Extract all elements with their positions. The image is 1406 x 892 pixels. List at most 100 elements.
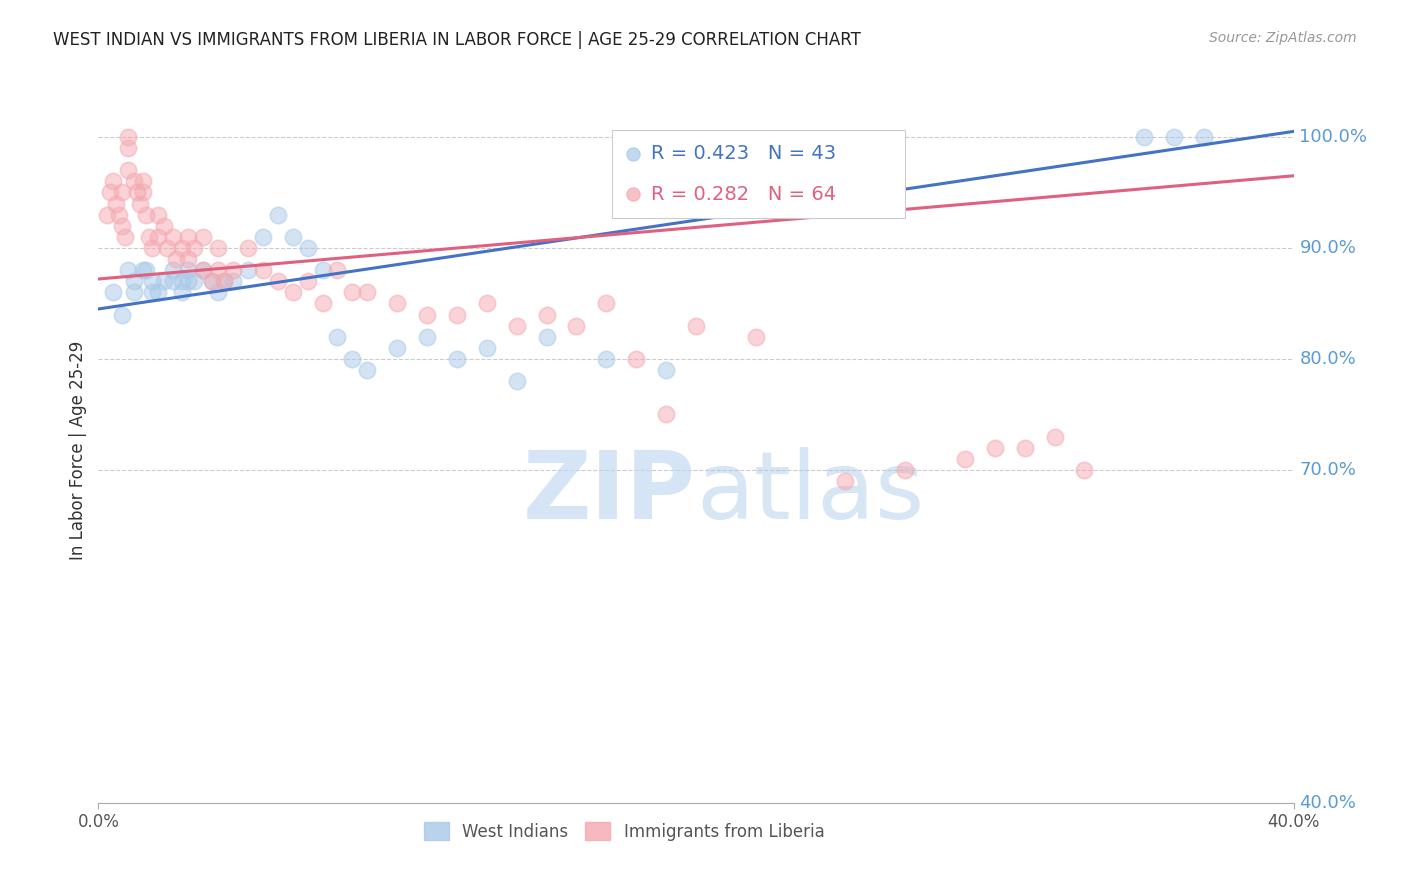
Text: 40.0%: 40.0% bbox=[1299, 794, 1357, 812]
Point bbox=[894, 463, 917, 477]
Point bbox=[446, 351, 468, 366]
Point bbox=[311, 296, 333, 310]
Point bbox=[162, 230, 184, 244]
Point bbox=[148, 230, 170, 244]
Point bbox=[117, 141, 139, 155]
Point bbox=[141, 285, 163, 300]
Point bbox=[1163, 130, 1185, 145]
Point bbox=[117, 163, 139, 178]
Point bbox=[385, 341, 409, 355]
Point bbox=[326, 329, 349, 343]
Point bbox=[183, 274, 205, 288]
Point bbox=[626, 351, 648, 366]
Point bbox=[117, 263, 139, 277]
Point bbox=[416, 329, 439, 343]
Point bbox=[96, 208, 118, 222]
Point bbox=[177, 252, 200, 266]
Point bbox=[201, 274, 224, 288]
Point bbox=[111, 219, 134, 233]
Text: ZIP: ZIP bbox=[523, 447, 696, 539]
Point bbox=[165, 252, 187, 266]
Point bbox=[135, 263, 157, 277]
Point bbox=[1133, 130, 1156, 145]
Point bbox=[117, 130, 139, 145]
Point bbox=[207, 263, 229, 277]
Point bbox=[281, 285, 304, 300]
Point bbox=[1014, 441, 1036, 455]
Point bbox=[222, 274, 245, 288]
Point bbox=[655, 363, 678, 377]
Text: 80.0%: 80.0% bbox=[1299, 350, 1357, 368]
Point bbox=[267, 208, 290, 222]
Point bbox=[953, 451, 976, 466]
Point bbox=[138, 230, 160, 244]
Point bbox=[191, 263, 214, 277]
Point bbox=[297, 274, 319, 288]
Point bbox=[252, 263, 274, 277]
Point bbox=[565, 318, 588, 333]
Text: 70.0%: 70.0% bbox=[1299, 461, 1357, 479]
Point bbox=[222, 263, 245, 277]
Point bbox=[212, 274, 235, 288]
Point bbox=[129, 196, 152, 211]
Text: WEST INDIAN VS IMMIGRANTS FROM LIBERIA IN LABOR FORCE | AGE 25-29 CORRELATION CH: WEST INDIAN VS IMMIGRANTS FROM LIBERIA I… bbox=[53, 31, 862, 49]
Point bbox=[1073, 463, 1095, 477]
Point bbox=[177, 230, 200, 244]
Point bbox=[103, 285, 125, 300]
FancyBboxPatch shape bbox=[613, 130, 905, 218]
Point bbox=[252, 230, 274, 244]
Point bbox=[172, 241, 194, 255]
Y-axis label: In Labor Force | Age 25-29: In Labor Force | Age 25-29 bbox=[69, 341, 87, 560]
Point bbox=[984, 441, 1007, 455]
Point bbox=[141, 274, 163, 288]
Point bbox=[655, 408, 678, 422]
Point bbox=[281, 230, 304, 244]
Point bbox=[201, 274, 224, 288]
Point bbox=[342, 351, 364, 366]
Point bbox=[153, 219, 176, 233]
Point bbox=[342, 285, 364, 300]
Point bbox=[475, 296, 498, 310]
Point bbox=[207, 241, 229, 255]
Text: Source: ZipAtlas.com: Source: ZipAtlas.com bbox=[1209, 31, 1357, 45]
Point bbox=[153, 274, 176, 288]
Point bbox=[236, 241, 259, 255]
Point bbox=[446, 308, 468, 322]
Point bbox=[172, 274, 194, 288]
Point bbox=[356, 285, 378, 300]
Point bbox=[148, 285, 170, 300]
Text: atlas: atlas bbox=[696, 447, 924, 539]
Point bbox=[124, 174, 146, 188]
Point bbox=[98, 186, 122, 200]
Point bbox=[191, 263, 214, 277]
Point bbox=[475, 341, 498, 355]
Point bbox=[191, 230, 214, 244]
Point bbox=[207, 285, 229, 300]
Point bbox=[111, 308, 134, 322]
Point bbox=[127, 186, 149, 200]
Point bbox=[172, 285, 194, 300]
Point bbox=[536, 329, 558, 343]
Point bbox=[745, 329, 768, 343]
Point bbox=[141, 241, 163, 255]
Point bbox=[177, 263, 200, 277]
Point bbox=[311, 263, 333, 277]
Point bbox=[212, 274, 235, 288]
Point bbox=[183, 241, 205, 255]
Point bbox=[385, 296, 409, 310]
Point bbox=[156, 241, 179, 255]
Point bbox=[177, 274, 200, 288]
Point bbox=[595, 296, 617, 310]
Point bbox=[1192, 130, 1215, 145]
Point bbox=[162, 263, 184, 277]
Point bbox=[124, 285, 146, 300]
Point bbox=[132, 174, 155, 188]
Point bbox=[1043, 429, 1066, 443]
Point bbox=[506, 374, 529, 388]
Point bbox=[148, 208, 170, 222]
Point bbox=[506, 318, 529, 333]
Point bbox=[132, 263, 155, 277]
Point bbox=[103, 174, 125, 188]
Point bbox=[595, 351, 617, 366]
Point bbox=[236, 263, 259, 277]
